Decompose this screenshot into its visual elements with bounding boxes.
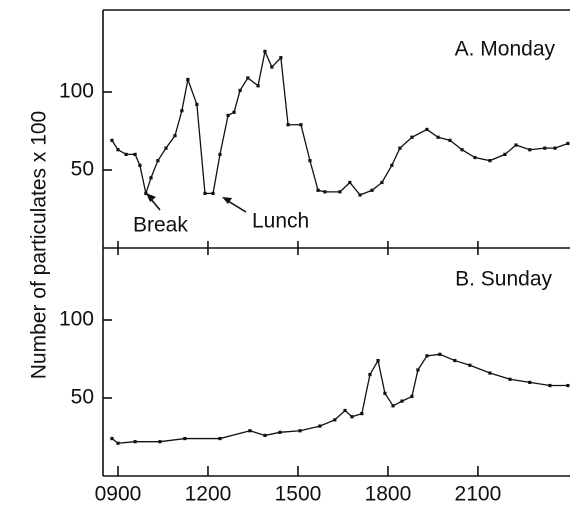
data-point — [226, 113, 230, 117]
data-point — [360, 412, 364, 416]
data-point — [333, 418, 337, 422]
data-point — [203, 191, 207, 195]
data-point — [308, 159, 312, 163]
data-point — [278, 430, 282, 434]
data-point — [144, 191, 148, 195]
annotation: Break — [133, 214, 188, 237]
data-point — [299, 123, 303, 127]
data-point — [473, 155, 477, 160]
data-point — [503, 152, 507, 156]
data-point — [398, 146, 402, 150]
data-point — [383, 391, 387, 395]
data-point — [298, 429, 302, 433]
data-point — [508, 377, 512, 381]
data-point — [358, 193, 362, 197]
data-point — [514, 143, 518, 147]
data-point — [528, 380, 532, 384]
data-point — [316, 188, 320, 192]
data-point — [543, 146, 547, 150]
data-point — [195, 102, 199, 107]
data-point — [488, 159, 492, 163]
data-point — [133, 440, 137, 444]
panel-title: A. Monday — [455, 38, 556, 61]
data-point — [348, 180, 352, 185]
data-point — [263, 433, 267, 438]
data-point — [548, 383, 552, 388]
data-point — [211, 191, 215, 195]
data-point — [246, 76, 250, 80]
y-axis-label: Number of particulates x 100 — [28, 111, 51, 379]
arrow — [146, 193, 247, 213]
data-point — [138, 163, 142, 167]
data-point — [218, 152, 222, 156]
data-point — [448, 138, 452, 142]
data-point — [218, 436, 222, 441]
data-point — [400, 399, 404, 403]
data-point — [410, 394, 414, 399]
data-point — [116, 148, 120, 152]
data-point — [110, 138, 114, 142]
x-tick-label: 1200 — [185, 483, 232, 506]
x-tick-label: 0900 — [95, 483, 142, 506]
data-point — [343, 408, 347, 413]
y-tick-label: 50 — [71, 158, 94, 181]
data-point — [528, 148, 532, 152]
data-point — [279, 56, 283, 60]
data-point — [370, 188, 374, 192]
data-point — [186, 77, 190, 82]
y-tick-label: 100 — [59, 80, 94, 103]
x-tick-label: 1800 — [365, 483, 412, 506]
data-point — [460, 148, 464, 152]
data-point — [438, 352, 442, 356]
data-point — [425, 354, 429, 358]
x-tick-label: 2100 — [455, 483, 502, 506]
data-point — [156, 159, 160, 163]
data-point — [425, 127, 429, 132]
panel-title: B. Sunday — [455, 268, 552, 291]
data-point — [124, 152, 128, 156]
data-point — [180, 109, 184, 113]
y-tick-label: 100 — [59, 308, 94, 331]
data-point — [133, 152, 137, 156]
data-point — [256, 84, 260, 88]
data-point — [566, 383, 570, 388]
data-point — [488, 371, 492, 375]
data-point — [553, 146, 557, 150]
data-point — [232, 110, 236, 114]
data-point — [410, 135, 414, 139]
data-point — [183, 436, 187, 441]
data-point — [368, 373, 372, 377]
data-point — [164, 146, 168, 150]
data-point — [416, 368, 420, 372]
data-point — [391, 404, 395, 408]
data-point — [158, 440, 162, 444]
data-point — [238, 88, 242, 93]
data-point — [436, 135, 440, 139]
data-point — [149, 176, 153, 180]
y-tick-label: 50 — [71, 386, 94, 409]
data-point — [110, 436, 114, 441]
data-point — [323, 190, 327, 194]
data-point — [116, 441, 120, 445]
data-point — [390, 163, 394, 167]
data-point — [318, 424, 322, 428]
data-point — [286, 123, 290, 127]
data-point — [453, 358, 457, 363]
data-point — [350, 415, 354, 419]
data-point — [380, 180, 384, 185]
data-point — [376, 358, 380, 363]
data-point — [338, 190, 342, 194]
annotation: Lunch — [252, 210, 309, 233]
data-point — [468, 363, 472, 367]
data-point — [270, 65, 274, 69]
data-point — [566, 141, 570, 146]
data-point — [248, 429, 252, 433]
data-point — [173, 134, 177, 138]
x-tick-label: 1500 — [275, 483, 322, 506]
data-point — [263, 49, 267, 54]
data-line — [111, 49, 569, 196]
data-line — [111, 353, 568, 444]
